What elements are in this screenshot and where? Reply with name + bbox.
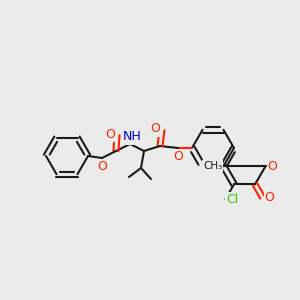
Text: Cl: Cl bbox=[226, 193, 238, 206]
Text: O: O bbox=[173, 149, 183, 163]
Text: O: O bbox=[150, 122, 160, 136]
Text: O: O bbox=[105, 128, 115, 140]
Text: NH: NH bbox=[123, 130, 141, 143]
Text: O: O bbox=[97, 160, 107, 172]
Text: O: O bbox=[265, 191, 275, 204]
Text: CH₃: CH₃ bbox=[203, 161, 222, 171]
Text: O: O bbox=[268, 160, 278, 173]
